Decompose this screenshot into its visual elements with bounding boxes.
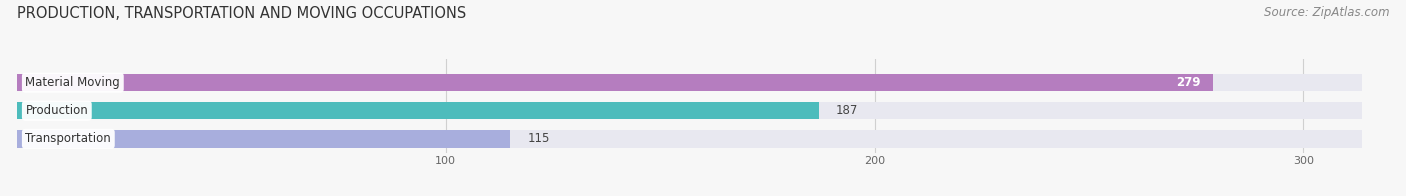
Text: Production: Production [25,104,89,117]
Bar [17,102,1361,119]
Text: Source: ZipAtlas.com: Source: ZipAtlas.com [1264,6,1389,19]
Text: 279: 279 [1175,76,1201,89]
Bar [17,130,1361,148]
Text: Transportation: Transportation [25,132,111,145]
Text: 115: 115 [527,132,550,145]
Text: 187: 187 [837,104,858,117]
Bar [17,74,1361,91]
Bar [17,130,510,148]
Bar [17,102,818,119]
Text: Material Moving: Material Moving [25,76,120,89]
Bar [17,74,1213,91]
Text: PRODUCTION, TRANSPORTATION AND MOVING OCCUPATIONS: PRODUCTION, TRANSPORTATION AND MOVING OC… [17,6,467,21]
